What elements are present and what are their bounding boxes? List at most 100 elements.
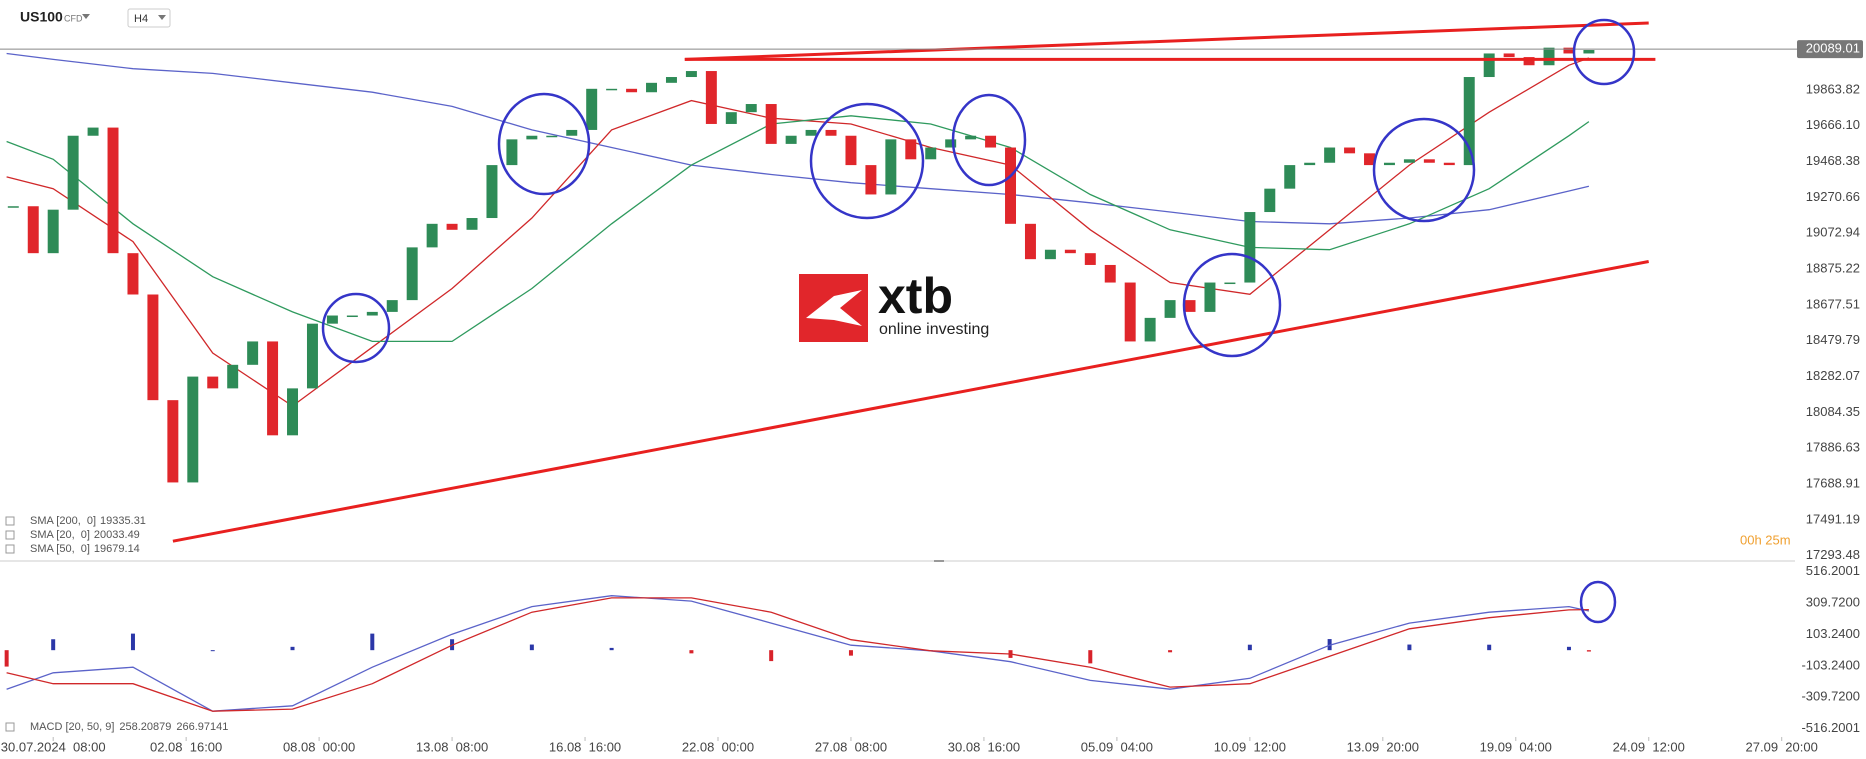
y-tick-label: 516.2001 xyxy=(1806,563,1860,578)
candle xyxy=(167,400,179,483)
candle xyxy=(7,206,19,208)
candle xyxy=(67,135,79,210)
highlight-circle xyxy=(809,102,925,220)
candle xyxy=(1284,165,1296,189)
y-tick-label: 17293.48 xyxy=(1806,547,1860,562)
y-tick-label: 18677.51 xyxy=(1806,296,1860,311)
dropdown-arrow[interactable] xyxy=(82,14,90,19)
highlight-circle xyxy=(1572,18,1636,86)
x-tick-label: 16.08 16:00 xyxy=(549,739,621,754)
x-tick-label: 10.09 12:00 xyxy=(1214,739,1286,754)
candle xyxy=(1244,212,1256,283)
x-tick-label: 02.08 16:00 xyxy=(150,739,222,754)
trendline xyxy=(172,260,1649,543)
histogram-bar xyxy=(1566,646,1571,651)
y-tick-label: 19863.82 xyxy=(1806,81,1860,96)
highlight-circle xyxy=(321,292,391,364)
candle xyxy=(965,135,977,140)
histogram-bar xyxy=(210,650,215,652)
candle xyxy=(1264,188,1276,213)
candle xyxy=(1164,300,1176,318)
candle xyxy=(865,165,877,195)
histogram-bar xyxy=(1247,644,1252,651)
candle xyxy=(1483,53,1495,78)
legend-icon xyxy=(5,544,15,554)
candle xyxy=(506,139,518,166)
candle xyxy=(227,364,239,389)
candle xyxy=(1184,300,1196,312)
candle xyxy=(1423,159,1435,163)
candle-timer: 00h 25m xyxy=(1740,532,1791,547)
candle xyxy=(1383,162,1395,166)
histogram-bar xyxy=(1407,644,1412,651)
y-tick-label: 18479.79 xyxy=(1806,332,1860,347)
highlight-circle xyxy=(497,92,591,196)
y-tick-label: 19666.10 xyxy=(1806,117,1860,132)
candle xyxy=(27,206,39,254)
candle xyxy=(1024,223,1036,260)
histogram-bar xyxy=(130,633,135,651)
timeframe[interactable]: H4 xyxy=(134,13,148,25)
histogram-bar xyxy=(769,650,774,662)
candle xyxy=(47,209,59,254)
candle xyxy=(805,129,817,136)
candle xyxy=(546,135,558,138)
candle xyxy=(1005,147,1017,224)
candle xyxy=(885,139,897,195)
legend-icon xyxy=(5,722,15,732)
y-tick-label: 17491.19 xyxy=(1806,511,1860,526)
legend-value: 258.20879 xyxy=(119,721,171,733)
candle xyxy=(406,247,418,301)
candle xyxy=(725,112,737,124)
candle xyxy=(87,127,99,136)
candle xyxy=(1443,162,1455,166)
annotations xyxy=(321,18,1636,624)
y-tick-label: 103.2400 xyxy=(1806,626,1860,641)
histogram-bar xyxy=(290,646,295,651)
y-tick-label: 19072.94 xyxy=(1806,225,1860,240)
candle xyxy=(346,315,358,318)
candle xyxy=(1403,159,1415,163)
highlight-circle xyxy=(1182,252,1282,358)
candle xyxy=(326,315,338,324)
candle xyxy=(1224,282,1236,285)
candle xyxy=(745,104,757,113)
candle xyxy=(1084,253,1096,265)
dropdown-arrow[interactable] xyxy=(158,15,166,20)
x-tick-label: 30.08 16:00 xyxy=(948,739,1020,754)
x-tick-label: 19.09 04:00 xyxy=(1480,739,1552,754)
legend-name: SMA [200, 0] xyxy=(30,515,96,527)
candle xyxy=(905,139,917,160)
y-tick-label: -103.2400 xyxy=(1801,657,1860,672)
histogram-bar xyxy=(1088,650,1093,664)
instrument-type: CFD xyxy=(64,13,83,23)
candle xyxy=(566,129,578,136)
candle xyxy=(1044,249,1056,260)
logo-brand: xtb xyxy=(878,268,953,324)
y-tick-label: 18084.35 xyxy=(1806,404,1860,419)
timeframe-box[interactable] xyxy=(127,8,171,28)
candle xyxy=(1463,77,1475,166)
candle xyxy=(287,388,299,436)
candle xyxy=(1503,53,1515,58)
legend-name: SMA [20, 0] xyxy=(30,529,90,541)
y-tick-label: -309.7200 xyxy=(1801,689,1860,704)
candle xyxy=(1304,162,1316,166)
legend-entry: SMA [20, 0] 20033.49 xyxy=(30,529,140,541)
macd-line xyxy=(6,595,1590,712)
legend-name: SMA [50, 0] xyxy=(30,543,90,555)
logo-mark xyxy=(806,290,862,326)
candle xyxy=(526,135,538,140)
symbol[interactable]: US100 xyxy=(20,9,63,25)
legend-icon xyxy=(5,516,15,526)
histogram-bar xyxy=(529,644,534,651)
y-tick-label: 17688.91 xyxy=(1806,476,1860,491)
y-tick-label: 18875.22 xyxy=(1806,261,1860,276)
x-tick-label: 05.09 04:00 xyxy=(1081,739,1153,754)
candle xyxy=(945,139,957,148)
x-tick-label: 08.08 00:00 xyxy=(283,739,355,754)
legend-value: 19335.31 xyxy=(100,515,146,527)
logo-tagline: online investing xyxy=(879,321,989,338)
candle xyxy=(267,341,279,436)
